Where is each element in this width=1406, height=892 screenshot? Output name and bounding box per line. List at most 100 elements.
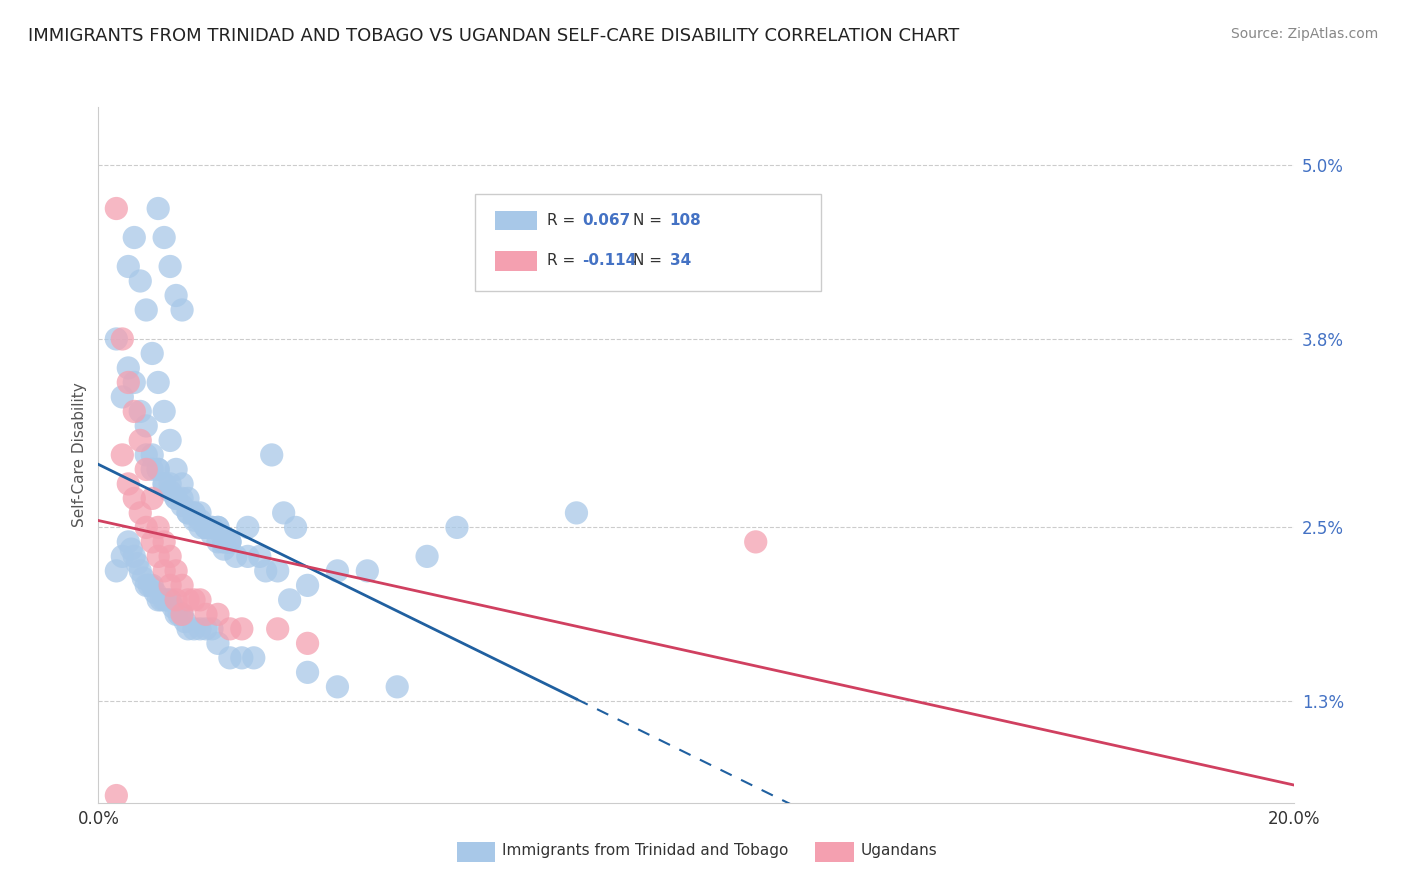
Point — [135, 520, 157, 534]
Point — [219, 622, 242, 636]
Point — [172, 607, 194, 622]
Point — [162, 600, 184, 615]
Point — [273, 506, 295, 520]
Point — [153, 404, 176, 418]
Point — [207, 520, 229, 534]
Point — [105, 564, 128, 578]
Point — [129, 564, 152, 578]
Point — [165, 491, 187, 506]
Point — [159, 260, 181, 274]
Point — [172, 302, 194, 317]
Point — [117, 360, 139, 375]
FancyBboxPatch shape — [475, 194, 821, 292]
Point — [124, 404, 146, 418]
Point — [153, 476, 176, 491]
Point — [132, 571, 155, 585]
Bar — [457, 842, 495, 862]
Point — [148, 549, 170, 564]
Point — [236, 549, 259, 564]
Point — [278, 592, 301, 607]
Point — [159, 476, 181, 491]
Point — [243, 651, 266, 665]
Point — [326, 680, 349, 694]
Point — [219, 534, 242, 549]
Point — [165, 491, 187, 506]
Point — [195, 520, 218, 534]
Point — [129, 404, 152, 418]
Point — [124, 549, 146, 564]
Point — [416, 549, 439, 564]
Text: Immigrants from Trinidad and Tobago: Immigrants from Trinidad and Tobago — [502, 843, 789, 857]
Text: N =: N = — [633, 213, 666, 227]
Point — [745, 534, 768, 549]
Point — [201, 622, 224, 636]
Point — [446, 520, 468, 534]
Y-axis label: Self-Care Disability: Self-Care Disability — [72, 383, 87, 527]
Point — [249, 549, 271, 564]
Point — [159, 434, 181, 448]
Point — [219, 534, 242, 549]
Point — [141, 346, 163, 360]
Point — [148, 462, 170, 476]
Bar — [495, 251, 537, 270]
Point — [212, 542, 235, 557]
Point — [565, 506, 588, 520]
Point — [195, 520, 218, 534]
Text: IMMIGRANTS FROM TRINIDAD AND TOBAGO VS UGANDAN SELF-CARE DISABILITY CORRELATION : IMMIGRANTS FROM TRINIDAD AND TOBAGO VS U… — [28, 27, 959, 45]
Point — [156, 592, 179, 607]
Point — [148, 520, 170, 534]
Point — [207, 520, 229, 534]
Text: 34: 34 — [669, 253, 690, 268]
Point — [177, 491, 200, 506]
Point — [177, 506, 200, 520]
Point — [124, 230, 146, 244]
Point — [219, 534, 242, 549]
Point — [141, 534, 163, 549]
Point — [120, 542, 142, 557]
Text: N =: N = — [633, 253, 666, 268]
Point — [129, 274, 152, 288]
Point — [159, 592, 181, 607]
Bar — [495, 211, 537, 230]
Point — [135, 418, 157, 433]
Point — [135, 302, 157, 317]
Point — [195, 607, 218, 622]
Point — [159, 578, 181, 592]
Point — [135, 578, 157, 592]
Point — [105, 789, 128, 803]
Point — [153, 230, 176, 244]
Point — [188, 592, 211, 607]
Point — [129, 506, 152, 520]
Point — [129, 434, 152, 448]
Point — [195, 622, 218, 636]
Point — [225, 549, 247, 564]
Point — [326, 564, 349, 578]
Point — [141, 448, 163, 462]
Point — [148, 202, 170, 216]
Bar — [815, 842, 853, 862]
Point — [172, 607, 194, 622]
Point — [111, 549, 134, 564]
Point — [167, 607, 190, 622]
Point — [231, 622, 253, 636]
Point — [150, 592, 173, 607]
Point — [212, 534, 235, 549]
Point — [219, 651, 242, 665]
Point — [124, 376, 146, 390]
Point — [284, 520, 307, 534]
Point — [201, 520, 224, 534]
Point — [297, 578, 319, 592]
Point — [148, 592, 170, 607]
Point — [148, 376, 170, 390]
Point — [172, 491, 194, 506]
Point — [212, 534, 235, 549]
Point — [207, 534, 229, 549]
Point — [174, 615, 197, 629]
Point — [188, 506, 211, 520]
Point — [117, 476, 139, 491]
Point — [165, 462, 187, 476]
Point — [183, 513, 205, 527]
Point — [356, 564, 378, 578]
Point — [165, 592, 187, 607]
Point — [165, 288, 187, 302]
